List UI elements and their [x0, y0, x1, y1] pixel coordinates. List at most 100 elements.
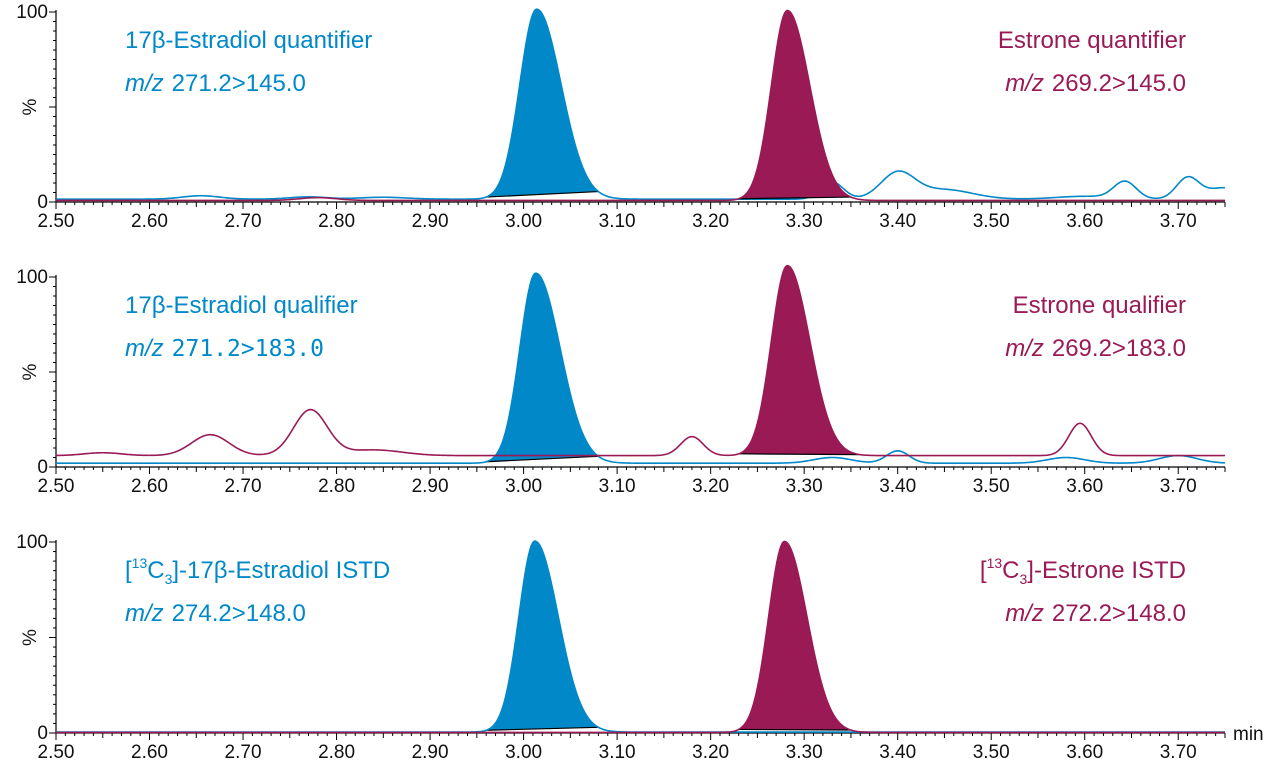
filled-peak — [738, 10, 851, 199]
mz-prefix: m/z — [125, 600, 164, 627]
y-tick-label-100: 100 — [16, 2, 48, 23]
chromatogram-panel-1: 100 0% 2.50 2.60 2.70 2.80 2.90 3.00 3.10 3.20 3.3… — [16, 2, 1226, 232]
integration-baseline — [486, 455, 599, 463]
x-tick-label: 3.70 — [1160, 742, 1197, 763]
series-17-estradiol — [56, 272, 1226, 464]
x-tick-label: 3.00 — [505, 742, 542, 763]
x-tick-label: 3.20 — [692, 211, 729, 232]
title-part: 3 — [1019, 571, 1027, 587]
y-tick-label-0: 0 — [37, 457, 48, 478]
series-estrone — [55, 264, 1225, 457]
integration-baseline — [738, 453, 861, 456]
trace-line — [56, 272, 1226, 464]
mz-value: 271.2>145.0 — [172, 70, 306, 97]
trace-line — [56, 9, 1225, 202]
x-tick-label: 2.80 — [318, 211, 355, 232]
mz-prefix: m/z — [1005, 335, 1044, 362]
x-tick-label: 2.50 — [38, 742, 75, 763]
y-tick-label-100: 100 — [16, 267, 48, 288]
x-tick-label: 3.30 — [786, 211, 823, 232]
y-axis-label: % — [20, 629, 41, 646]
mz-prefix: m/z — [1005, 600, 1044, 627]
mz-value: 272.2>148.0 — [1052, 600, 1186, 627]
mz-value: 269.2>145.0 — [1052, 70, 1186, 97]
x-tick-label: 3.10 — [599, 476, 636, 497]
x-tick-label: 3.50 — [973, 211, 1010, 232]
mz-prefix: m/z — [1005, 70, 1044, 97]
left-trace-title: [13C3]-17β-Estradiol ISTD — [125, 555, 390, 587]
mz-value: 269.2>183.0 — [1052, 335, 1186, 362]
title-part: C — [1002, 557, 1019, 584]
x-tick-label: 3.20 — [692, 742, 729, 763]
x-tick-label: 2.60 — [131, 211, 168, 232]
chromatogram-panel-2: 100 0% 2.50 2.60 2.70 2.80 2.90 3.00 3.10 3.20 3.3… — [16, 264, 1226, 497]
x-tick-label: 2.70 — [225, 476, 262, 497]
x-tick-label: 3.00 — [505, 476, 542, 497]
right-trace-title: Estrone quantifier — [998, 27, 1186, 54]
x-tick-label: 2.60 — [131, 742, 168, 763]
x-tick-label: 2.80 — [318, 476, 355, 497]
integration-baseline — [486, 726, 599, 731]
left-trace-title: 17β-Estradiol qualifier — [125, 292, 358, 319]
right-transition-label: m/z 272.2>148.0 — [1005, 600, 1186, 627]
y-tick-label-100: 100 — [16, 532, 48, 553]
y-tick-label-0: 0 — [37, 192, 48, 213]
right-transition-label: m/z 269.2>145.0 — [1005, 70, 1186, 97]
title-part: ]-Estrone ISTD — [1027, 557, 1186, 584]
x-tick-label: 3.30 — [786, 742, 823, 763]
x-tick-label: 3.00 — [505, 211, 542, 232]
x-tick-label: 2.90 — [412, 742, 449, 763]
mz-value: 274.2>148.0 — [172, 600, 306, 627]
x-tick-label: 3.50 — [973, 742, 1010, 763]
title-part: C — [147, 557, 164, 584]
chromatogram-panel-3: 100 0% 2.50 2.60 2.70 2.80 2.90 3.00 3.10 3.20 3.3… — [16, 532, 1263, 763]
right-trace-title: Estrone qualifier — [1013, 292, 1186, 319]
mz-prefix: m/z — [125, 70, 164, 97]
x-tick-label: 3.40 — [879, 211, 916, 232]
series-17-estradiol — [56, 8, 1226, 200]
x-tick-label: 3.20 — [692, 476, 729, 497]
x-tick-label: 3.10 — [599, 211, 636, 232]
filled-peak — [738, 541, 851, 731]
mz-prefix: m/z — [125, 335, 164, 362]
x-tick-label: 2.60 — [131, 476, 168, 497]
x-tick-label: 3.40 — [879, 742, 916, 763]
mz-value: 271.2>183.0 — [172, 336, 324, 362]
x-tick-label: 2.90 — [412, 476, 449, 497]
title-part: 3 — [165, 571, 173, 587]
title-part: [ — [980, 557, 987, 584]
filled-peak — [486, 541, 599, 731]
filled-peak — [738, 265, 861, 455]
x-tick-label: 3.50 — [973, 476, 1010, 497]
integration-baseline — [738, 196, 851, 200]
trace-line — [55, 264, 1225, 457]
x-tick-label: 2.90 — [412, 211, 449, 232]
x-tick-label: 3.10 — [599, 742, 636, 763]
trace-line — [56, 8, 1226, 200]
series--13c3-estrone — [56, 540, 1225, 734]
x-tick-label: 3.30 — [786, 476, 823, 497]
left-trace-title: 17β-Estradiol quantifier — [125, 27, 372, 54]
trace-line — [56, 540, 1225, 734]
left-transition-label: m/z 271.2>145.0 — [125, 70, 306, 97]
y-axis-label: % — [20, 98, 41, 115]
x-tick-label: 3.60 — [1066, 476, 1103, 497]
x-tick-label: 3.70 — [1160, 211, 1197, 232]
y-tick-label-0: 0 — [37, 723, 48, 744]
filled-peak — [486, 273, 599, 462]
x-tick-label: 3.60 — [1066, 211, 1103, 232]
x-tick-label: 3.60 — [1066, 742, 1103, 763]
y-axis-label: % — [20, 363, 41, 380]
x-tick-label: 2.50 — [38, 211, 75, 232]
title-part: [ — [125, 557, 132, 584]
x-tick-label: 2.50 — [38, 476, 75, 497]
x-tick-label: 2.70 — [225, 742, 262, 763]
x-tick-label: 2.80 — [318, 742, 355, 763]
left-transition-label: m/z 274.2>148.0 — [125, 600, 306, 627]
title-part: 13 — [987, 555, 1003, 571]
integration-baseline — [486, 190, 599, 198]
right-trace-title: [13C3]-Estrone ISTD — [980, 555, 1186, 587]
right-transition-label: m/z 269.2>183.0 — [1005, 335, 1186, 362]
x-axis-unit-label: min — [1233, 724, 1264, 745]
